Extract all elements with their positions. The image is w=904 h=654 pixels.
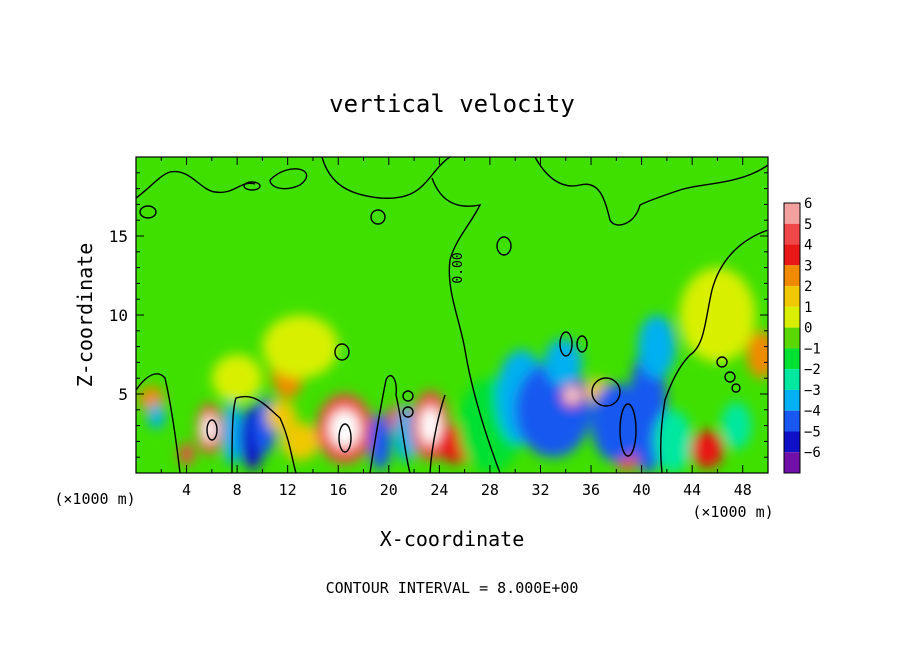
contour-loop	[619, 403, 637, 457]
contour-label: 0.00	[451, 252, 466, 283]
x-tick-label: 40	[633, 481, 651, 499]
contour-line	[534, 157, 768, 226]
x-tick-label: 28	[481, 481, 499, 499]
x-axis-ticks: 4 8 12 16 20 24 28 32 36 40 44 48	[160, 157, 752, 499]
colorbar-label: −4	[804, 404, 821, 420]
colorbar-swatch	[784, 327, 800, 349]
contour-line	[136, 373, 297, 473]
field-cell-core	[602, 400, 631, 445]
contour-loop	[139, 205, 157, 219]
colorbar-swatch	[784, 286, 800, 307]
colorbar-frame	[783, 202, 801, 474]
contour-loop	[402, 390, 414, 402]
contour-loop	[402, 406, 414, 418]
field-cell-core	[698, 438, 717, 460]
contour-interval-footer: CONTOUR INTERVAL = 8.000E+00	[326, 579, 579, 597]
field-cell-core	[329, 409, 360, 448]
contour-line	[660, 229, 768, 473]
x-tick-label: 20	[380, 481, 398, 499]
contour-line	[136, 157, 451, 199]
field-cell	[637, 315, 676, 379]
colorbar-swatch	[784, 389, 800, 411]
colorbar-swatch	[784, 369, 800, 390]
field-cell	[544, 338, 583, 387]
contour-line	[369, 375, 446, 473]
colorbar-label: −2	[804, 362, 821, 378]
colorbar-label: 4	[804, 238, 812, 254]
field-cell	[679, 267, 756, 363]
colorbar-label: 6	[804, 196, 812, 212]
field-cell	[746, 330, 768, 379]
x-tick-label: 16	[329, 481, 347, 499]
x-tick-label: 44	[683, 481, 701, 499]
y-axis-ticks: 5 10 15	[109, 172, 768, 458]
x-tick-label: 8	[233, 481, 242, 499]
field-cell	[262, 315, 339, 379]
colorbar-label: −3	[804, 383, 821, 399]
colorbar-swatch	[784, 410, 800, 432]
colorbar-swatch	[784, 452, 800, 473]
field-cell	[211, 354, 263, 402]
x-axis-label: X-coordinate	[380, 527, 525, 551]
contour-line	[431, 177, 501, 473]
field-cell-core	[566, 389, 578, 402]
contour-loop	[370, 209, 386, 225]
colorbar-label: −5	[804, 424, 821, 440]
velocity-field: 0.00	[136, 157, 768, 473]
contour-loop	[731, 383, 741, 393]
y-axis-label: Z-coordinate	[73, 243, 97, 388]
contour-loop	[206, 419, 218, 441]
x-tick-label: 24	[430, 481, 448, 499]
colorbar-label: 3	[804, 258, 812, 274]
colorbar-label: 1	[804, 300, 812, 316]
colorbar-swatch	[784, 306, 800, 328]
zero-contour-lines	[136, 157, 768, 473]
colorbar-label: 2	[804, 279, 812, 295]
x-tick-label: 48	[734, 481, 752, 499]
field-cell	[721, 401, 752, 450]
colorbar: 6 5 4 3 2 1 0 −1 −2 −3 −4 −5 −6	[783, 196, 821, 474]
y-tick-label: 5	[118, 385, 128, 404]
y-tick-label: 10	[109, 306, 128, 325]
y-tick-label: 15	[109, 227, 128, 246]
colorbar-label: 5	[804, 217, 812, 233]
contour-loop	[334, 343, 350, 361]
field-cell	[281, 422, 320, 461]
colorbar-label: −1	[804, 341, 821, 357]
x-unit-right: (×1000 m)	[692, 503, 773, 521]
colorbar-swatch	[784, 223, 800, 245]
field-cell	[266, 400, 297, 432]
contour-loop	[559, 331, 573, 357]
colorbar-swatch	[784, 203, 800, 224]
x-tick-label: 4	[182, 481, 191, 499]
x-tick-label: 12	[279, 481, 297, 499]
colorbar-swatch	[784, 244, 800, 266]
contour-loop	[591, 377, 621, 407]
colorbar-swatch	[784, 265, 800, 287]
contour-loop	[724, 371, 736, 383]
chart-title: vertical velocity	[329, 90, 575, 118]
contour-loop	[243, 181, 261, 191]
colorbar-swatch	[784, 348, 800, 370]
contour-loop	[496, 236, 512, 256]
contour-loop	[338, 423, 352, 453]
field-cell-core	[182, 447, 191, 461]
field-cell-core	[202, 414, 217, 443]
contour-loop	[716, 356, 728, 368]
field-cell	[654, 409, 693, 473]
colorbar-swatch	[784, 431, 800, 453]
field-cell-core	[420, 406, 441, 445]
colorbar-label: −6	[804, 445, 821, 461]
contour-loop	[576, 335, 588, 353]
x-unit-left: (×1000 m)	[54, 490, 135, 508]
x-tick-label: 36	[582, 481, 600, 499]
colorbar-label: 0	[804, 321, 812, 337]
x-tick-label: 32	[531, 481, 549, 499]
field-cell	[147, 403, 166, 429]
field-cell-core	[637, 375, 659, 445]
